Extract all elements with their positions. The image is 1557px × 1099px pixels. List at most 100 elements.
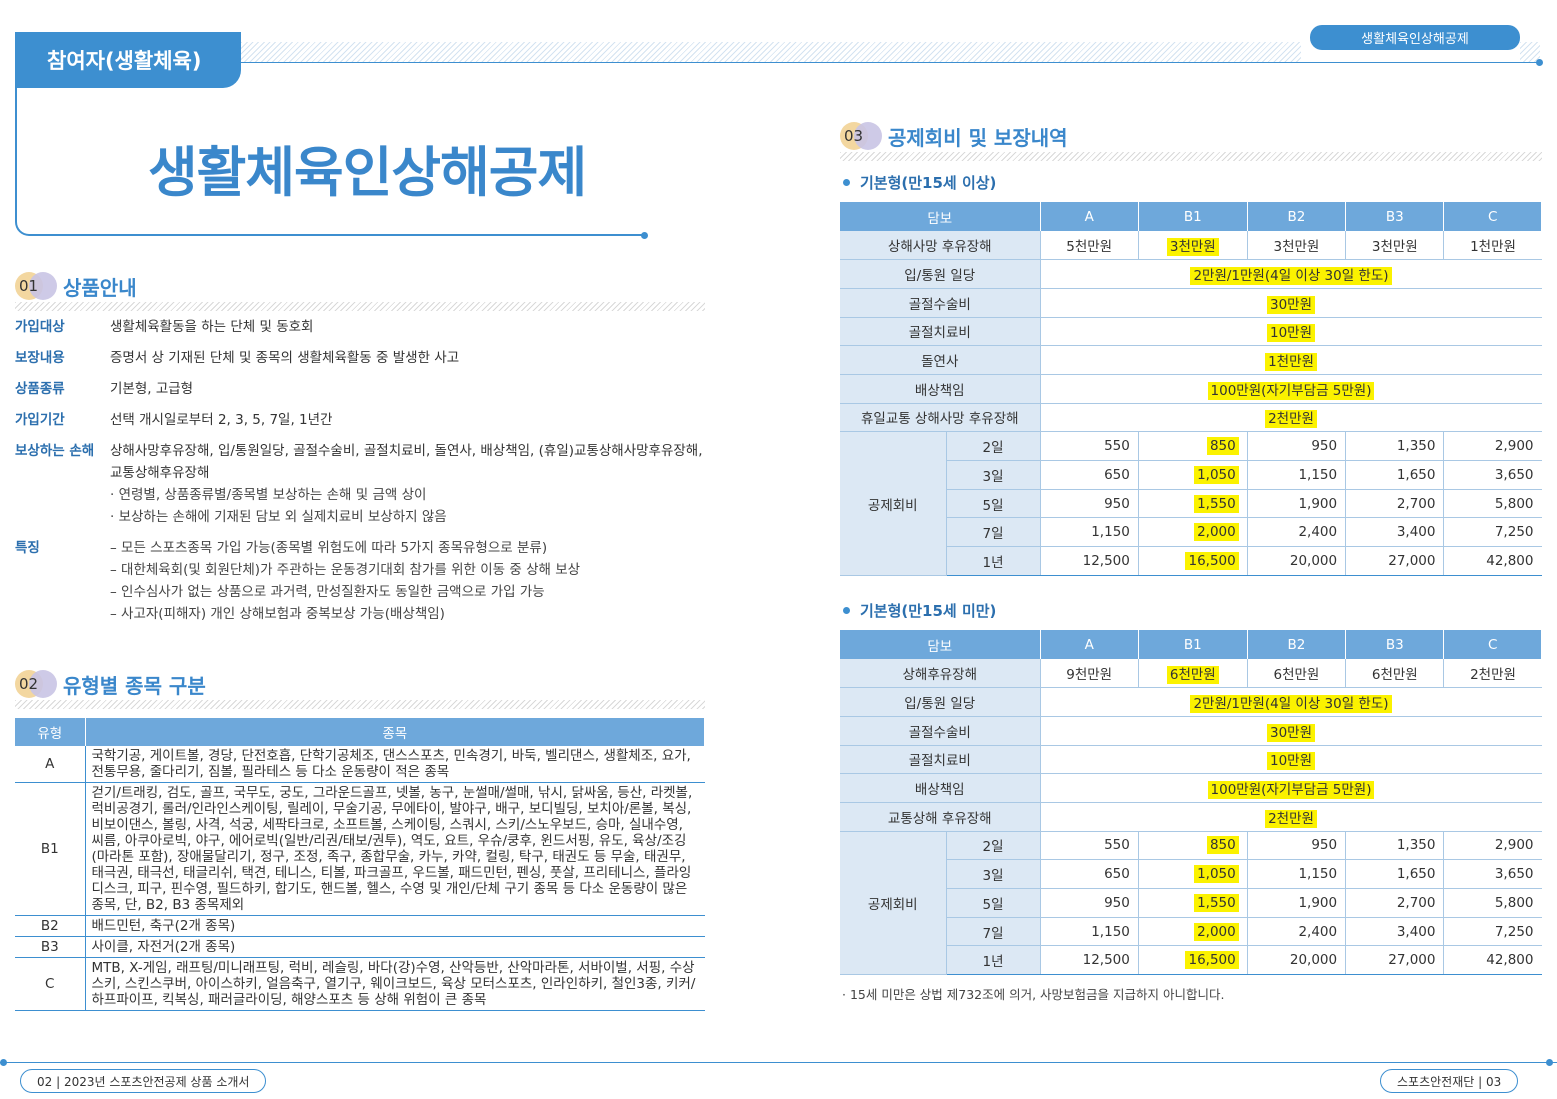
merged-value-cell: 2천만원 xyxy=(1040,403,1542,433)
type-cell: B3 xyxy=(15,936,86,958)
period-cell: 1년 xyxy=(946,945,1041,976)
fee-cell: 850 xyxy=(1138,431,1248,461)
fee-cell: 1,900 xyxy=(1247,489,1347,519)
highlighted-value: 100만원(자기부담금 5만원) xyxy=(1207,781,1375,800)
period-cell: 3일 xyxy=(946,460,1041,490)
info-value: 상해사망후유장해, 입/통원일당, 골절수술비, 골절치료비, 돌연사, 배상책… xyxy=(110,440,705,528)
value-cell: 3천만원 xyxy=(1345,231,1445,261)
row-label: 상해후유장해 xyxy=(840,659,1041,689)
table-row: 골절치료비 10만원 xyxy=(840,745,1542,775)
merged-value-cell: 2만원/1만원(4일 이상 30일 한도) xyxy=(1040,687,1542,717)
fee-cell: 3,400 xyxy=(1345,917,1445,947)
fee-cell: 2,400 xyxy=(1247,917,1347,947)
fee-cell: 550 xyxy=(1040,431,1139,461)
value-cell: 6천만원 xyxy=(1345,659,1445,689)
info-label: 가입대상 xyxy=(15,319,65,335)
section-title: 공제회비 및 보장내역 xyxy=(888,125,1068,150)
table-row: 입/통원 일당 2만원/1만원(4일 이상 30일 한도) xyxy=(840,687,1542,717)
highlighted-value: 2,000 xyxy=(1194,523,1239,542)
fee-row: 5일 950 1,550 1,900 2,700 5,800 xyxy=(840,888,1542,918)
type-cell: A xyxy=(15,746,86,783)
value-cell: 5천만원 xyxy=(1040,231,1139,261)
info-row: 보상하는 손해 상해사망후유장해, 입/통원일당, 골절수술비, 골절치료비, 돌… xyxy=(15,440,705,528)
highlighted-value: 16,500 xyxy=(1185,951,1239,970)
row-label: 교통상해 후유장해 xyxy=(840,802,1041,832)
column-header: 담보 xyxy=(840,202,1041,231)
subtitle-under15: 기본형(만15세 미만) xyxy=(843,600,996,621)
fee-cell: 2,000 xyxy=(1138,917,1248,947)
row-label: 골절수술비 xyxy=(840,288,1041,318)
header-hatch-right xyxy=(1520,42,1540,62)
merged-value-cell: 10만원 xyxy=(1040,745,1542,775)
section-01-heading: 01 상품안내 xyxy=(15,270,705,302)
fee-cell: 3,400 xyxy=(1345,517,1445,548)
fee-label: 공제회비 xyxy=(840,431,947,576)
table-row: B2 배드민턴, 축구(2개 종목) xyxy=(15,915,705,937)
fee-cell: 850 xyxy=(1138,831,1248,861)
items-cell: 배드민턴, 축구(2개 종목) xyxy=(85,915,705,937)
fee-cell: 42,800 xyxy=(1443,945,1542,976)
fee-row: 7일 1,150 2,000 2,400 3,400 7,250 xyxy=(840,917,1542,947)
fee-cell: 950 xyxy=(1040,888,1139,918)
section-number-badge: 01 xyxy=(15,272,59,300)
fee-cell: 2,700 xyxy=(1345,489,1445,519)
info-text: 상해사망후유장해, 입/통원일당, 골절수술비, 골절치료비, 돌연사, 배상책… xyxy=(110,443,703,481)
table-row: B3 사이클, 자전거(2개 종목) xyxy=(15,936,705,958)
period-cell: 7일 xyxy=(946,917,1041,947)
column-header: A xyxy=(1040,202,1139,231)
column-header: B1 xyxy=(1138,630,1248,659)
info-text: 증명서 상 기재된 단체 및 종목의 생활체육활동 중 발생한 사고 xyxy=(110,350,460,366)
highlighted-value: 1,550 xyxy=(1194,893,1239,912)
highlighted-value: 2만원/1만원(4일 이상 30일 한도) xyxy=(1190,267,1392,286)
table-row: 휴일교통 상해사망 후유장해 2천만원 xyxy=(840,403,1542,433)
items-cell: 사이클, 자전거(2개 종목) xyxy=(85,936,705,958)
column-header: B1 xyxy=(1138,202,1248,231)
table-row: B1 걷기/트래킹, 검도, 골프, 국무도, 궁도, 그라운드골프, 넷볼, 농… xyxy=(15,782,705,916)
fee-cell: 2,900 xyxy=(1443,831,1542,861)
fee-cell: 7,250 xyxy=(1443,517,1542,548)
fee-cell: 12,500 xyxy=(1040,546,1139,576)
value-cell: 1천만원 xyxy=(1443,231,1542,261)
type-header: 유형 xyxy=(15,718,86,746)
fee-cell: 1,150 xyxy=(1040,917,1139,947)
table-row: 상해사망 후유장해 5천만원 3천만원 3천만원 3천만원 1천만원 xyxy=(840,231,1542,261)
column-header: B3 xyxy=(1345,202,1445,231)
fee-cell: 1,550 xyxy=(1138,888,1248,918)
merged-value-cell: 100만원(자기부담금 5만원) xyxy=(1040,773,1542,803)
column-header: B2 xyxy=(1247,202,1347,231)
page-title: 생활체육인상해공제 xyxy=(148,141,587,204)
info-text: 생활체육활동을 하는 단체 및 동호회 xyxy=(110,319,314,335)
fee-cell: 42,800 xyxy=(1443,546,1542,576)
info-text: 선택 개시일로부터 2, 3, 5, 7일, 1년간 xyxy=(110,412,333,428)
row-label: 골절치료비 xyxy=(840,745,1041,775)
highlighted-value: 6천만원 xyxy=(1166,666,1219,685)
period-cell: 2일 xyxy=(946,831,1041,861)
info-value: 기본형, 고급형 xyxy=(110,378,193,400)
fee-cell: 7,250 xyxy=(1443,917,1542,947)
value-cell: 3천만원 xyxy=(1138,231,1248,261)
items-cell: 국학기공, 게이트볼, 경당, 단전호흡, 단학기공체조, 댄스스포츠, 민속경… xyxy=(85,746,705,783)
value-cell: 6천만원 xyxy=(1247,659,1347,689)
info-label: 특징 xyxy=(15,540,40,556)
highlighted-value: 1,050 xyxy=(1194,865,1239,884)
table-row: 돌연사 1천만원 xyxy=(840,345,1542,375)
info-note: – 사고자(피해자) 개인 상해보험과 중복보상 가능(배상책임) xyxy=(110,606,445,622)
fee-cell: 650 xyxy=(1040,460,1139,490)
fee-cell: 1,050 xyxy=(1138,859,1248,889)
fee-cell: 1,900 xyxy=(1247,888,1347,918)
fee-row: 3일 650 1,050 1,150 1,650 3,650 xyxy=(840,460,1542,490)
merged-value-cell: 30만원 xyxy=(1040,716,1542,746)
info-value: – 모든 스포츠종목 가입 가능(종목별 위험도에 따라 5가지 종목유형으로 … xyxy=(110,537,580,625)
footer-right: 스포츠안전재단 | 03 xyxy=(1380,1069,1519,1093)
column-header: B2 xyxy=(1247,630,1347,659)
section-divider xyxy=(840,152,1542,161)
merged-value-cell: 30만원 xyxy=(1040,288,1542,318)
highlighted-value: 10만원 xyxy=(1266,324,1316,343)
value-cell: 9천만원 xyxy=(1040,659,1139,689)
info-label: 보상하는 손해 xyxy=(15,443,95,459)
merged-value-cell: 100만원(자기부담금 5만원) xyxy=(1040,374,1542,404)
row-label: 상해사망 후유장해 xyxy=(840,231,1041,261)
type-cell: B1 xyxy=(15,782,86,916)
table-row: 교통상해 후유장해 2천만원 xyxy=(840,802,1542,832)
row-label: 돌연사 xyxy=(840,345,1041,375)
